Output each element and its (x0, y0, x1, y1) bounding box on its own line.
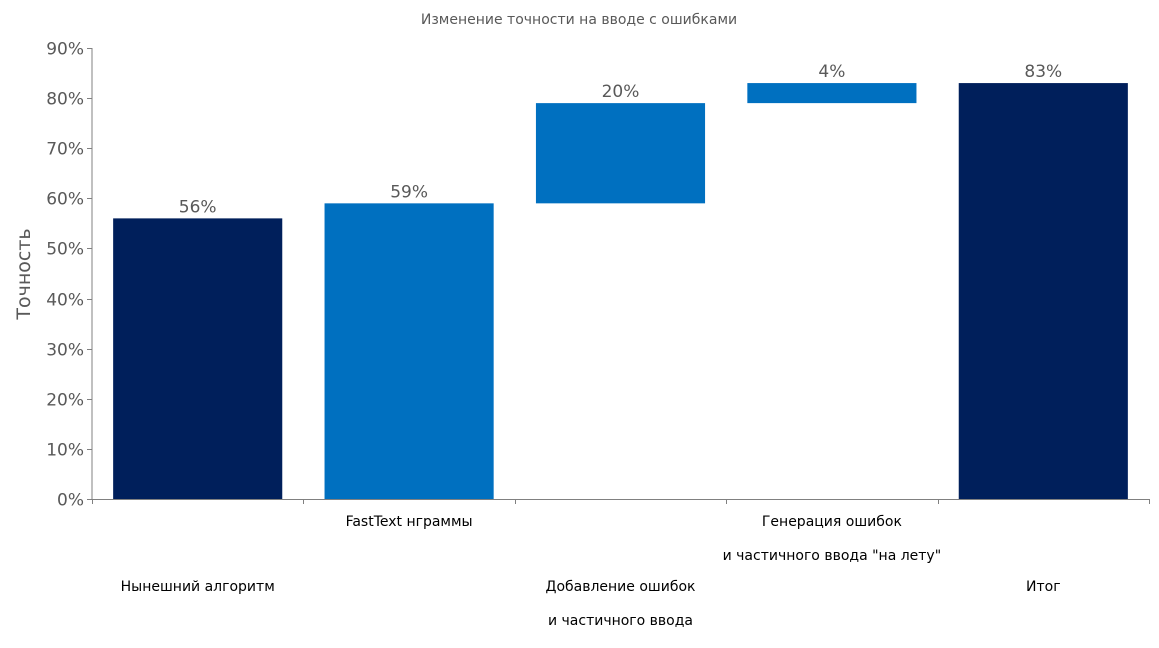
bars (113, 83, 1128, 500)
data-label: 83% (1024, 62, 1062, 82)
category-label: FastText нграммы (346, 514, 473, 530)
y-tick-label: 50% (46, 240, 84, 260)
bar (747, 83, 917, 104)
bar (324, 203, 494, 499)
bar (535, 103, 706, 204)
x-axis (92, 499, 1150, 504)
y-tick-label: 0% (57, 491, 84, 511)
y-tick-label: 60% (46, 190, 84, 210)
y-tick-label: 40% (46, 291, 84, 311)
category-labels: Нынешний алгоритм FastText нграммы Добавле… (121, 514, 1061, 629)
y-axis: 0% 10% 20% 30% 40% 50% 60% 70% 80% 90% (46, 40, 93, 511)
category-label: Генерация ошибок (762, 514, 902, 530)
category-label: и частичного ввода "на лету" (723, 548, 942, 564)
category-label: и частичного ввода (548, 613, 693, 629)
y-tick-label: 20% (46, 391, 84, 411)
chart-title: Изменение точности на вводе с ошибками (421, 12, 737, 28)
data-label: 20% (602, 82, 640, 102)
y-tick-label: 30% (46, 341, 84, 361)
category-label: Итог (1026, 579, 1061, 595)
data-label: 4% (818, 62, 845, 82)
y-tick-label: 90% (46, 40, 84, 60)
category-label: Добавление ошибок (546, 579, 696, 595)
bar (113, 218, 283, 499)
data-label: 59% (390, 182, 428, 202)
category-label: Нынешний алгоритм (121, 579, 275, 595)
data-labels: 56% 59% 20% 4% 83% (179, 62, 1062, 217)
y-axis-label: Точность (13, 228, 35, 320)
bar (958, 83, 1128, 500)
y-tick-label: 10% (46, 441, 84, 461)
data-label: 56% (179, 197, 217, 217)
y-tick-label: 70% (46, 140, 84, 160)
y-tick-label: 80% (46, 90, 84, 110)
